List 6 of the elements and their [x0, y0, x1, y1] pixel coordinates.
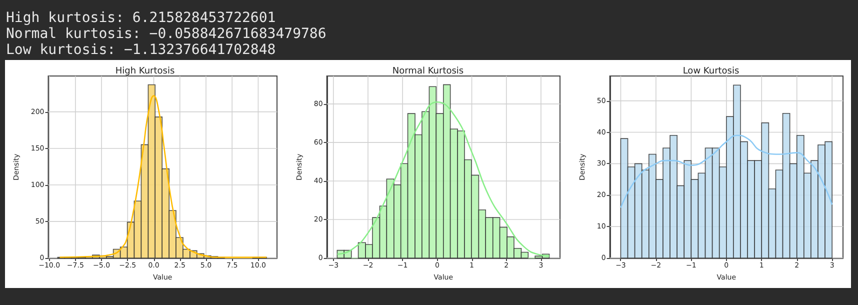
text: Normal kurtosis: −0.058842671683479786	[6, 26, 328, 42]
chart-title: Normal Kurtosis	[392, 66, 464, 76]
chart-title: High Kurtosis	[115, 66, 175, 76]
text: Low kurtosis: −1.132376641702848	[6, 42, 277, 58]
chart-title: Low Kurtosis	[682, 66, 740, 76]
text: High kurtosis: 6.215828453722601	[6, 10, 277, 26]
